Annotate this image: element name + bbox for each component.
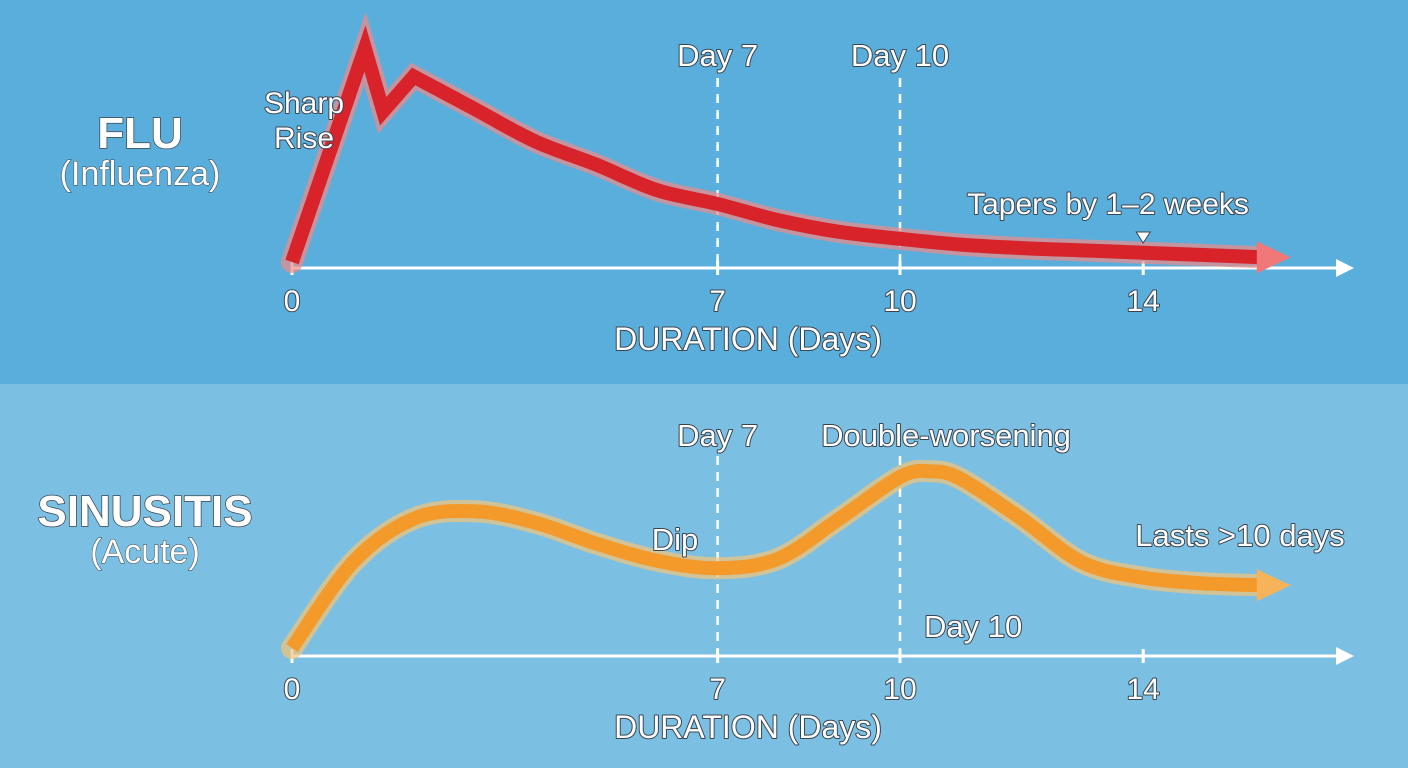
series-glow — [281, 12, 1276, 273]
sinusitis-panel: SINUSITIS (Acute) 0 7 10 14 DURATION (Days) D… — [0, 384, 1408, 768]
annotation-dip: Dip — [652, 522, 699, 557]
x-tick-label-0: 0 — [284, 285, 301, 318]
flu-title-block: FLU (Influenza) — [0, 109, 280, 194]
sinusitis-title: SINUSITIS — [37, 487, 254, 536]
annotation-tapers: Tapers by 1–2 weeks — [967, 188, 1249, 221]
sinusitis-subtitle: (Acute) — [90, 533, 201, 572]
x-tick-label-10: 10 — [883, 285, 916, 318]
ref-label-day-10: Day 10 — [851, 38, 949, 73]
annotation-lasts: Lasts >10 days — [1135, 518, 1344, 553]
x-tick-label-14: 14 — [1127, 285, 1160, 318]
flu-chart: 0 7 10 14 DURATION (Days) Day 7 Day 10 SharpRis… — [263, 12, 1354, 358]
series-line — [285, 25, 1266, 265]
sinusitis-title-block: SINUSITIS (Acute) — [5, 487, 285, 572]
annotation-rise: Rise — [274, 122, 334, 155]
flu-title: FLU — [96, 109, 183, 158]
tapers-pointer-icon — [1135, 231, 1152, 244]
series-arrow-icon — [1256, 569, 1291, 602]
x-axis-arrow-icon — [1336, 647, 1354, 665]
x-tick-label-7: 7 — [709, 673, 726, 706]
ref-label-day-7: Day 7 — [677, 38, 758, 73]
annotation-sharp: Sharp — [264, 87, 344, 120]
series-line — [286, 463, 1266, 653]
x-axis-label: DURATION (Days) — [614, 709, 882, 745]
x-axis-arrow-icon — [1336, 259, 1354, 277]
x-tick-label-0: 0 — [284, 673, 301, 706]
x-tick-label-14: 14 — [1127, 673, 1160, 706]
sinusitis-chart: 0 7 10 14 DURATION (Days) Day 7 Double-worseni… — [281, 417, 1354, 746]
ref-label-day-7: Day 7 — [677, 418, 758, 453]
flu-subtitle: (Influenza) — [59, 155, 221, 194]
x-tick-label-7: 7 — [709, 285, 726, 318]
x-tick-label-10: 10 — [883, 673, 916, 706]
x-axis-label: DURATION (Days) — [614, 321, 882, 357]
flu-panel: FLU (Influenza) 0 7 10 14 DURATION (Days) Day… — [0, 0, 1408, 384]
series-arrow-icon — [1256, 241, 1291, 274]
annotation-double-worsening: Double-worsening — [821, 418, 1071, 453]
ref-label-day-10: Day 10 — [924, 609, 1022, 644]
